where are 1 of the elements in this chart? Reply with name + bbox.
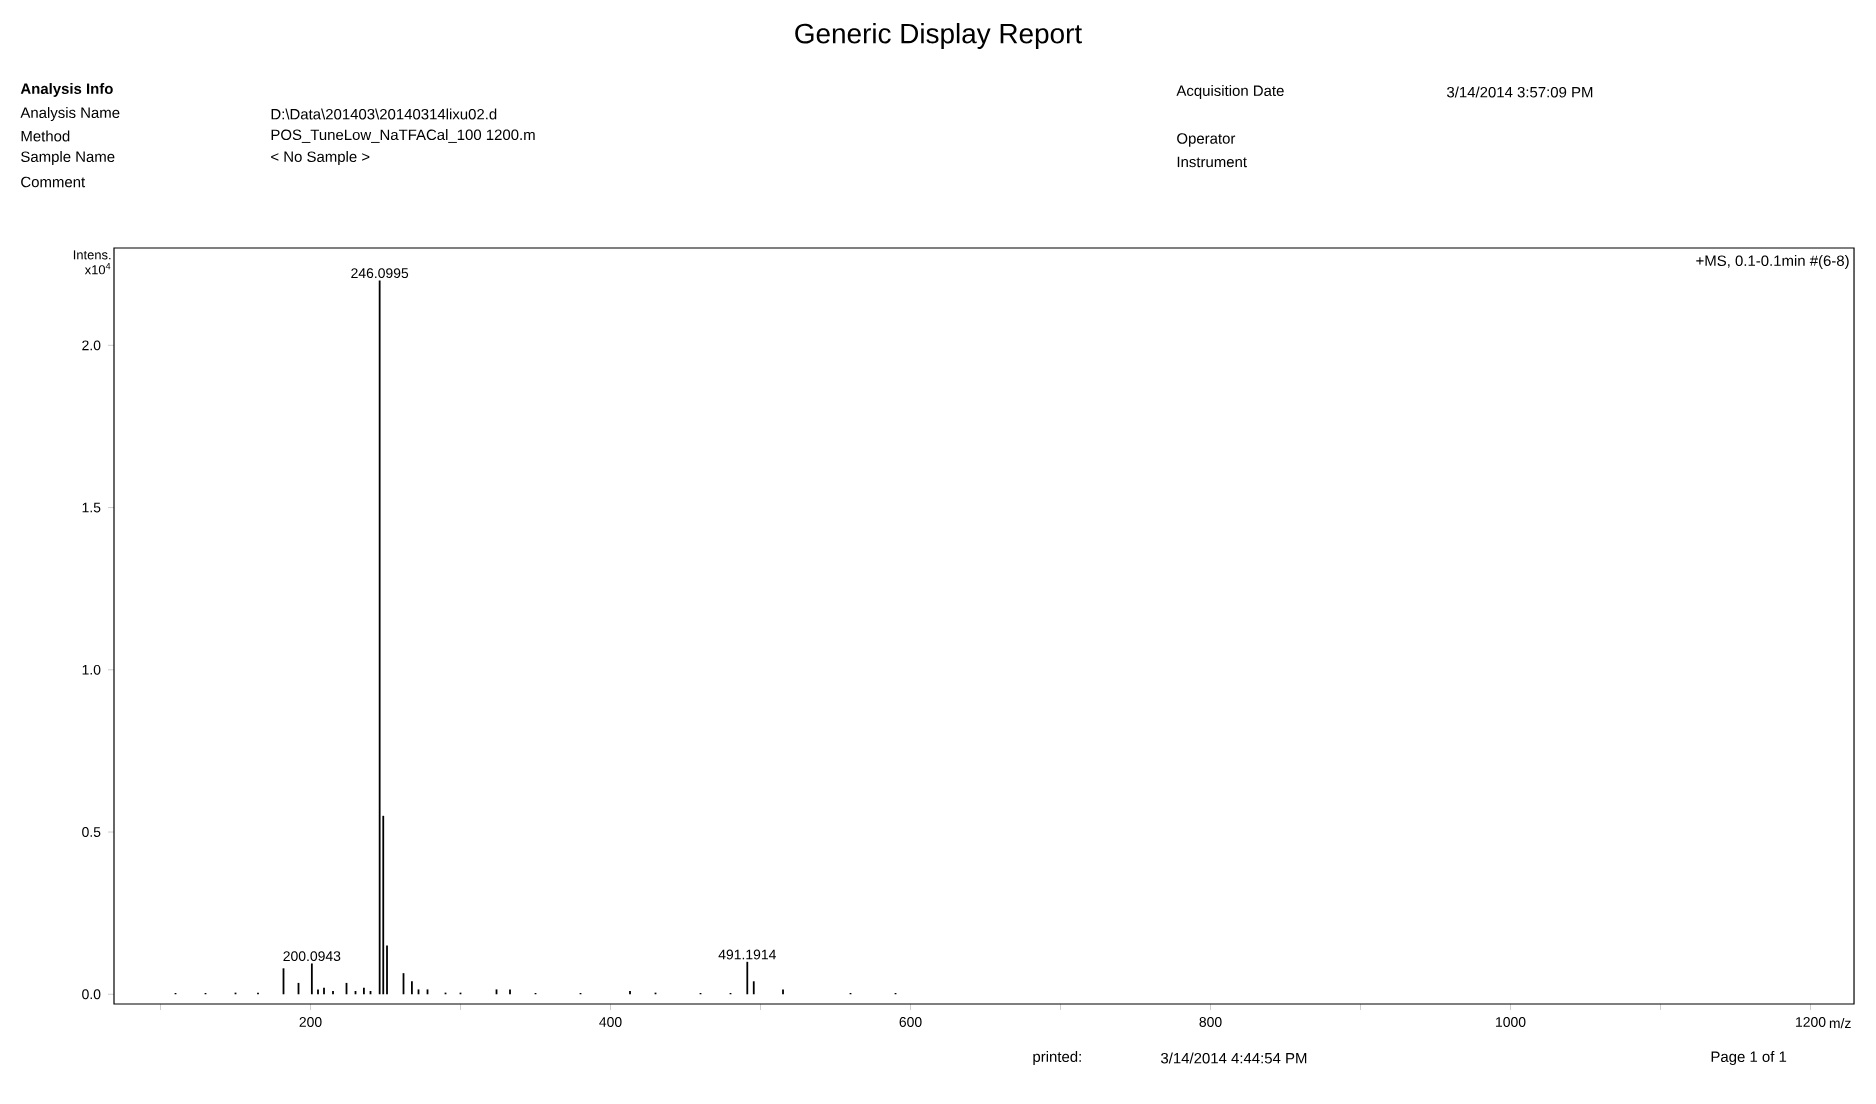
chart-title: Generic Display Report: [795, 22, 1082, 49]
